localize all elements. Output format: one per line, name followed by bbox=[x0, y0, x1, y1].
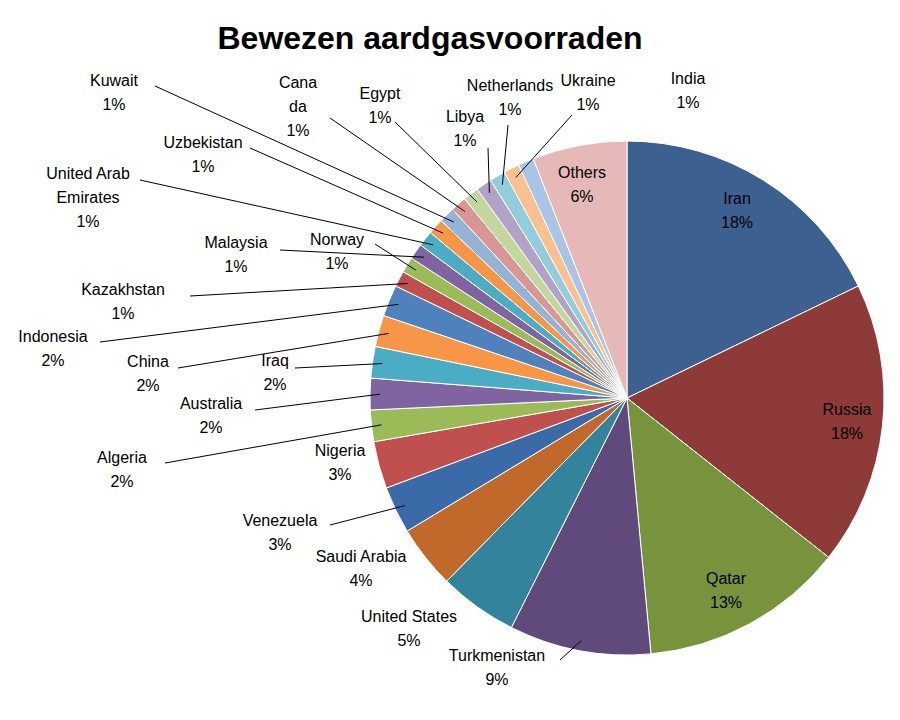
svg-text:1%: 1% bbox=[676, 94, 699, 111]
svg-text:da: da bbox=[289, 98, 307, 115]
svg-text:Saudi Arabia: Saudi Arabia bbox=[316, 548, 407, 565]
svg-text:Others: Others bbox=[558, 164, 606, 181]
svg-text:Emirates: Emirates bbox=[56, 189, 119, 206]
svg-text:Indonesia: Indonesia bbox=[18, 328, 87, 345]
svg-text:1%: 1% bbox=[576, 96, 599, 113]
svg-text:1%: 1% bbox=[453, 132, 476, 149]
svg-text:5%: 5% bbox=[397, 632, 420, 649]
svg-text:United States: United States bbox=[361, 608, 457, 625]
svg-text:4%: 4% bbox=[349, 572, 372, 589]
svg-text:Nigeria: Nigeria bbox=[315, 442, 366, 459]
svg-text:1%: 1% bbox=[498, 101, 521, 118]
svg-text:Netherlands: Netherlands bbox=[467, 77, 553, 94]
svg-text:13%: 13% bbox=[710, 594, 742, 611]
svg-text:2%: 2% bbox=[41, 352, 64, 369]
svg-text:2%: 2% bbox=[110, 473, 133, 490]
svg-text:3%: 3% bbox=[268, 536, 291, 553]
svg-text:3%: 3% bbox=[328, 466, 351, 483]
svg-text:China: China bbox=[127, 353, 169, 370]
html-text:Bewezen aardgasvoorraden: Bewezen aardgasvoorraden bbox=[217, 20, 643, 56]
svg-text:Iran: Iran bbox=[723, 190, 751, 207]
svg-text:India: India bbox=[671, 70, 706, 87]
svg-text:Cana: Cana bbox=[279, 74, 317, 91]
svg-text:Venezuela: Venezuela bbox=[243, 512, 318, 529]
svg-text:Norway: Norway bbox=[310, 231, 364, 248]
svg-text:9%: 9% bbox=[485, 671, 508, 688]
svg-text:2%: 2% bbox=[263, 376, 286, 393]
svg-text:Turkmenistan: Turkmenistan bbox=[449, 647, 545, 664]
svg-text:Iraq: Iraq bbox=[261, 352, 289, 369]
svg-text:United Arab: United Arab bbox=[46, 165, 130, 182]
svg-text:2%: 2% bbox=[136, 377, 159, 394]
svg-text:18%: 18% bbox=[831, 425, 863, 442]
svg-text:6%: 6% bbox=[570, 188, 593, 205]
svg-text:Malaysia: Malaysia bbox=[204, 234, 267, 251]
svg-text:Libya: Libya bbox=[446, 108, 484, 125]
svg-text:1%: 1% bbox=[76, 213, 99, 230]
svg-text:Egypt: Egypt bbox=[360, 85, 401, 102]
svg-text:1%: 1% bbox=[111, 305, 134, 322]
svg-text:Ukraine: Ukraine bbox=[560, 72, 615, 89]
svg-text:1%: 1% bbox=[102, 96, 125, 113]
svg-text:1%: 1% bbox=[191, 158, 214, 175]
svg-text:1%: 1% bbox=[224, 258, 247, 275]
svg-text:Qatar: Qatar bbox=[706, 570, 747, 587]
svg-text:Russia: Russia bbox=[823, 401, 872, 418]
svg-text:Australia: Australia bbox=[180, 395, 242, 412]
svg-text:18%: 18% bbox=[721, 214, 753, 231]
svg-text:1%: 1% bbox=[368, 109, 391, 126]
svg-text:Uzbekistan: Uzbekistan bbox=[163, 134, 242, 151]
svg-text:Kazakhstan: Kazakhstan bbox=[81, 281, 165, 298]
svg-text:1%: 1% bbox=[325, 255, 348, 272]
svg-text:Kuwait: Kuwait bbox=[90, 72, 139, 89]
svg-text:2%: 2% bbox=[199, 419, 222, 436]
svg-text:Algeria: Algeria bbox=[97, 449, 147, 466]
svg-text:1%: 1% bbox=[286, 122, 309, 139]
